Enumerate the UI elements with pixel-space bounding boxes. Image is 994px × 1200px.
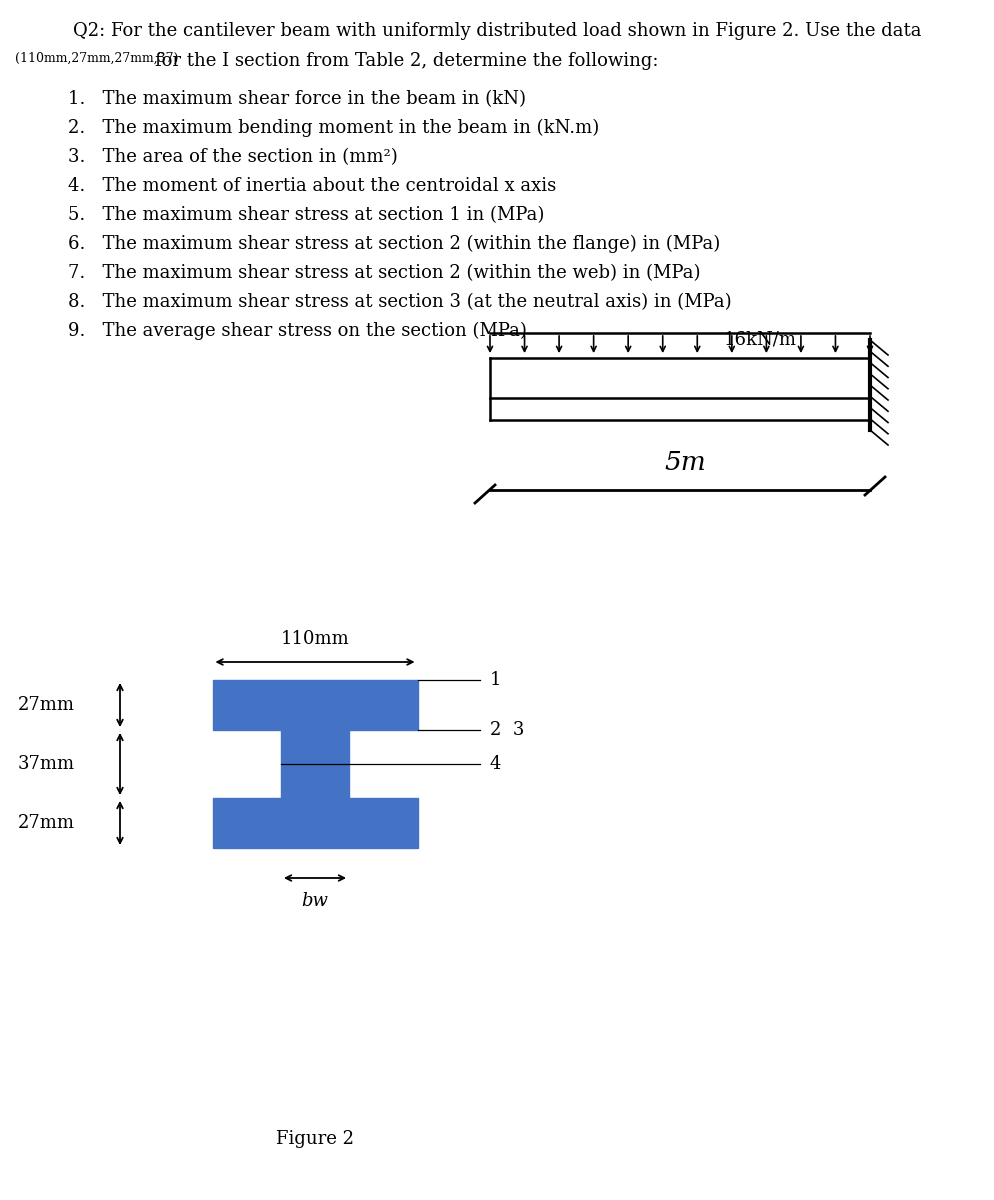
Text: bw: bw <box>301 892 328 910</box>
Bar <box>281 730 349 798</box>
Text: 27mm: 27mm <box>18 696 75 714</box>
Text: 1: 1 <box>490 671 502 689</box>
Text: 6.   The maximum shear stress at section 2 (within the flange) in (MPa): 6. The maximum shear stress at section 2… <box>68 235 721 253</box>
Text: 9.   The average shear stress on the section (MPa): 9. The average shear stress on the secti… <box>68 322 527 341</box>
Text: for the I section from Table 2, determine the following:: for the I section from Table 2, determin… <box>155 52 658 70</box>
Text: (110mm,27mm,27mm,37): (110mm,27mm,27mm,37) <box>15 52 178 65</box>
Text: 7.   The maximum shear stress at section 2 (within the web) in (MPa): 7. The maximum shear stress at section 2… <box>68 264 701 282</box>
Text: 1.   The maximum shear force in the beam in (kN): 1. The maximum shear force in the beam i… <box>68 90 526 108</box>
Text: Q2: For the cantilever beam with uniformly distributed load shown in Figure 2. U: Q2: For the cantilever beam with uniform… <box>73 22 921 40</box>
Text: 16kN/m: 16kN/m <box>724 330 796 348</box>
Text: 37mm: 37mm <box>18 755 75 773</box>
Text: 2  3: 2 3 <box>490 721 525 739</box>
Text: Figure 2: Figure 2 <box>276 1130 354 1148</box>
Text: 2.   The maximum bending moment in the beam in (kN.m): 2. The maximum bending moment in the bea… <box>68 119 599 137</box>
Bar <box>213 680 417 730</box>
Text: 4: 4 <box>490 755 501 773</box>
Text: 5.   The maximum shear stress at section 1 in (MPa): 5. The maximum shear stress at section 1… <box>68 206 545 224</box>
Bar <box>213 798 417 848</box>
Text: 110mm: 110mm <box>280 630 349 648</box>
Text: 4.   The moment of inertia about the centroidal x axis: 4. The moment of inertia about the centr… <box>68 176 557 194</box>
Text: 8.   The maximum shear stress at section 3 (at the neutral axis) in (MPa): 8. The maximum shear stress at section 3… <box>68 293 732 311</box>
Text: 3.   The area of the section in (mm²): 3. The area of the section in (mm²) <box>68 148 398 166</box>
Text: 5m: 5m <box>664 450 706 475</box>
Text: 27mm: 27mm <box>18 814 75 832</box>
